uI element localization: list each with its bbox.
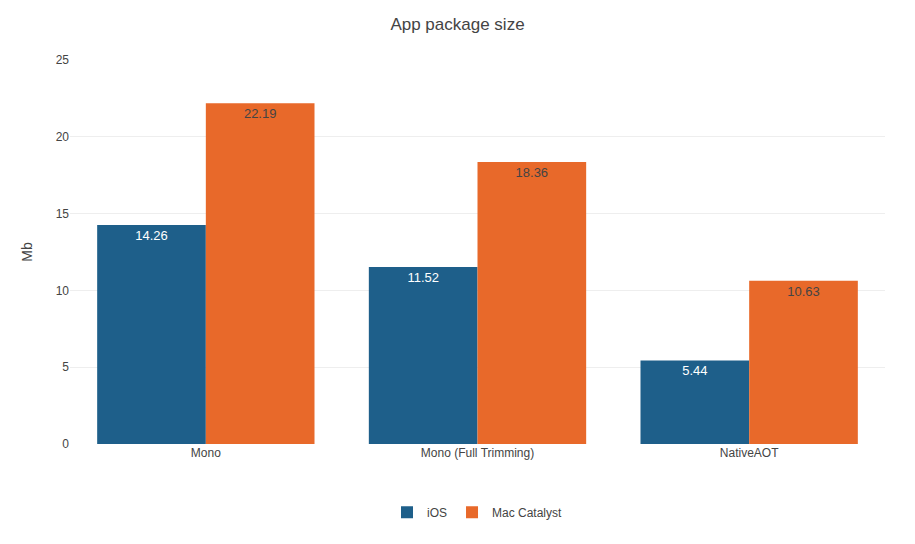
svg-text:iOS: iOS [427, 506, 447, 520]
svg-text:10.63: 10.63 [787, 284, 820, 299]
svg-text:Mono (Full Trimming): Mono (Full Trimming) [421, 446, 534, 460]
svg-text:Mono: Mono [191, 446, 221, 460]
svg-text:Mac Catalyst: Mac Catalyst [492, 506, 562, 520]
svg-text:0: 0 [62, 437, 69, 451]
svg-text:5.44: 5.44 [682, 363, 707, 378]
svg-text:NativeAOT: NativeAOT [720, 446, 779, 460]
svg-text:25: 25 [56, 53, 70, 67]
svg-text:22.19: 22.19 [244, 106, 277, 121]
svg-text:11.52: 11.52 [407, 270, 439, 285]
svg-text:18.36: 18.36 [516, 165, 549, 180]
svg-text:10: 10 [56, 284, 70, 298]
svg-text:App package size: App package size [390, 15, 524, 34]
svg-text:20: 20 [56, 130, 70, 144]
svg-text:15: 15 [56, 207, 70, 221]
svg-text:5: 5 [62, 360, 69, 374]
svg-text:14.26: 14.26 [135, 228, 168, 243]
svg-text:Mb: Mb [19, 242, 35, 262]
